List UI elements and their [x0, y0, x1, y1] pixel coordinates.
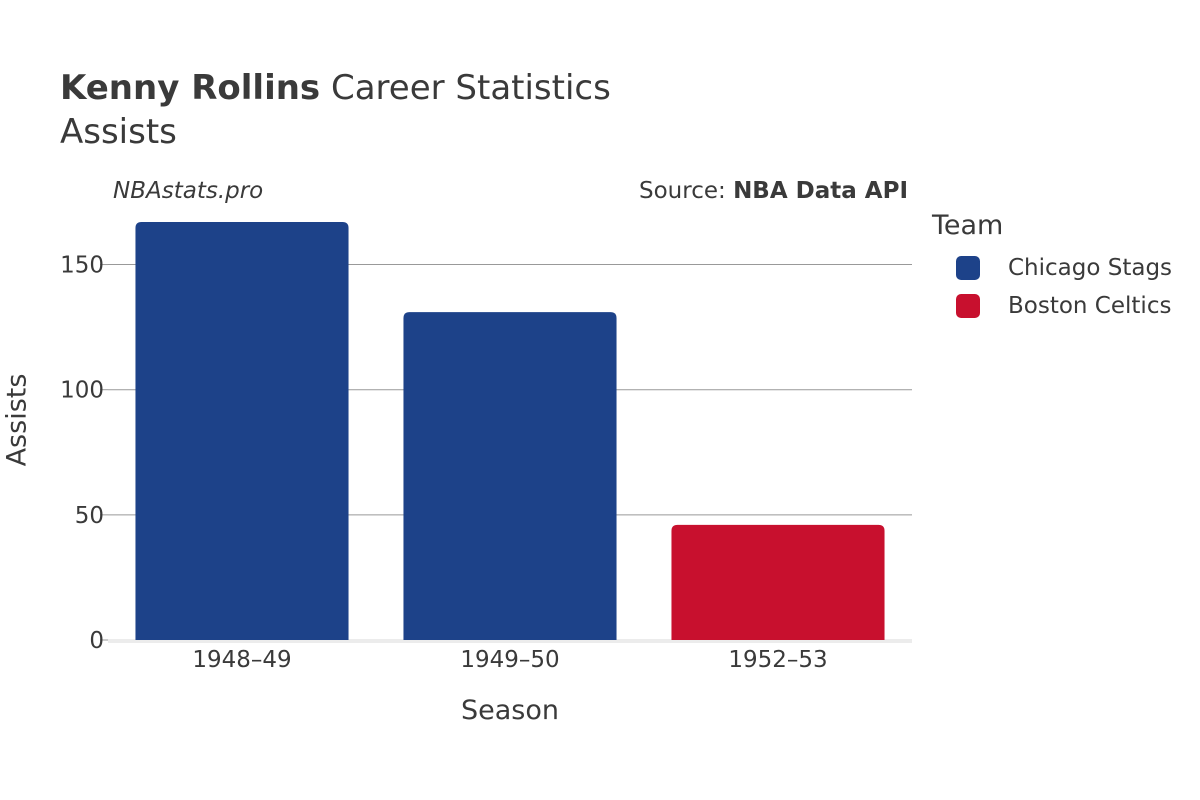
bar [135, 222, 349, 640]
chart-subtitle: Assists [60, 112, 177, 152]
legend-title: Team [932, 210, 1004, 241]
player-name: Kenny Rollins [60, 68, 321, 108]
chart-title: Kenny Rollins Career Statistics [60, 68, 611, 108]
y-tick-label: 100 [60, 378, 104, 404]
legend-label: Boston Celtics [1008, 293, 1172, 319]
legend-item-boston-celtics[interactable]: Boston Celtics [956, 287, 1172, 325]
legend: Team Chicago Stags Boston Celtics [932, 210, 1172, 325]
x-tick-label: 1949–50 [460, 647, 559, 673]
legend-item-chicago-stags[interactable]: Chicago Stags [956, 249, 1172, 287]
source-prefix: Source: [639, 178, 734, 204]
watermark: NBAstats.pro [113, 178, 264, 204]
y-tick-label: 0 [89, 628, 104, 654]
y-tick-label: 150 [60, 253, 104, 279]
source-credit: Source: NBA Data API [639, 178, 908, 204]
legend-swatch [956, 294, 980, 318]
source-name: NBA Data API [733, 178, 908, 204]
bar [671, 524, 885, 640]
y-axis-label: Assists [1, 373, 33, 467]
title-suffix: Career Statistics [320, 68, 611, 108]
x-tick-label: 1948–49 [192, 647, 291, 673]
y-tick-label: 50 [75, 503, 104, 529]
x-tick-label: 1952–53 [728, 647, 827, 673]
bar [403, 312, 617, 640]
legend-label: Chicago Stags [1008, 255, 1173, 281]
x-axis-label: Season [461, 695, 559, 726]
legend-swatch [956, 256, 980, 280]
